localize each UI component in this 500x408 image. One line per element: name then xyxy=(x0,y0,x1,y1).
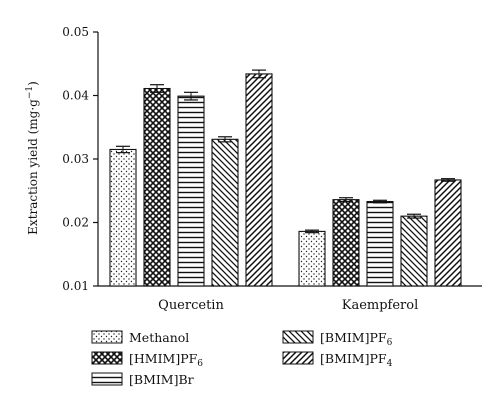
legend-label-sub: 4 xyxy=(387,359,393,369)
y-tick-label: 0.02 xyxy=(62,216,89,230)
bar xyxy=(366,200,394,287)
legend-label: [BMIM]PF4 xyxy=(320,351,393,369)
bar xyxy=(177,95,205,287)
legend-swatch xyxy=(282,351,314,365)
category-labels: Quercetin Kaempferol xyxy=(158,298,418,313)
y-tick-label: 0.05 xyxy=(62,25,89,39)
bar xyxy=(109,148,137,287)
legend-label-base: [HMIM]PF xyxy=(129,351,198,366)
legend-swatch xyxy=(91,372,123,386)
bar xyxy=(400,215,428,287)
legend-label: Methanol xyxy=(129,330,189,345)
bars xyxy=(109,69,462,287)
category-label: Kaempferol xyxy=(342,298,419,313)
legend-label: [BMIM]Br xyxy=(129,372,194,387)
legend-label: [HMIM]PF6 xyxy=(129,351,203,369)
bar xyxy=(143,87,171,287)
y-tick-label: 0.04 xyxy=(62,89,89,103)
category-label: Quercetin xyxy=(158,298,224,313)
legend-label-sub: 6 xyxy=(197,359,203,369)
legend-label-base: [BMIM]Br xyxy=(129,372,194,387)
legend-label-sub: 6 xyxy=(387,338,393,348)
bar xyxy=(434,179,462,287)
legend-label-base: [BMIM]PF xyxy=(320,351,387,366)
y-axis-title: Extraction yield (mg·g−1) xyxy=(25,81,40,235)
legend-swatch xyxy=(282,330,314,344)
legend-label: [BMIM]PF6 xyxy=(320,330,393,348)
legend: Methanol[HMIM]PF6[BMIM]Br[BMIM]PF6[BMIM]… xyxy=(91,330,393,387)
y-axis-title-sup: −1 xyxy=(25,86,35,99)
bar xyxy=(211,138,239,287)
bar xyxy=(245,73,273,287)
y-axis-title-suffix: ) xyxy=(26,81,40,86)
legend-label-base: Methanol xyxy=(129,330,189,345)
y-tick-label: 0.03 xyxy=(62,152,89,166)
bar xyxy=(298,230,326,287)
legend-label-base: [BMIM]PF xyxy=(320,330,387,345)
legend-swatch xyxy=(91,330,123,344)
y-tick-label: 0.01 xyxy=(62,279,89,293)
bar xyxy=(332,199,360,287)
y-axis-title-main: Extraction yield (mg·g xyxy=(26,99,40,235)
legend-swatch xyxy=(91,351,123,365)
